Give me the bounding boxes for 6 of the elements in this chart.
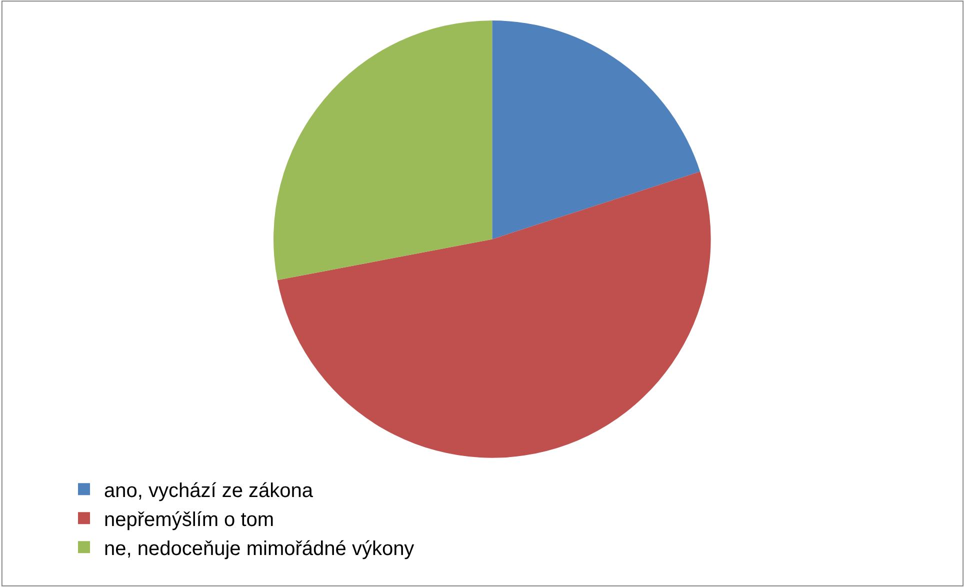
legend-label: ano, vychází ze zákona [104, 480, 314, 502]
pie-slice [492, 20, 700, 240]
legend-label: ne, nedoceňuje mimořádné výkony [104, 538, 414, 560]
pie-slice [274, 20, 492, 280]
legend-label: nepřemýšlím o tom [104, 508, 274, 531]
pie-slice [277, 172, 710, 458]
